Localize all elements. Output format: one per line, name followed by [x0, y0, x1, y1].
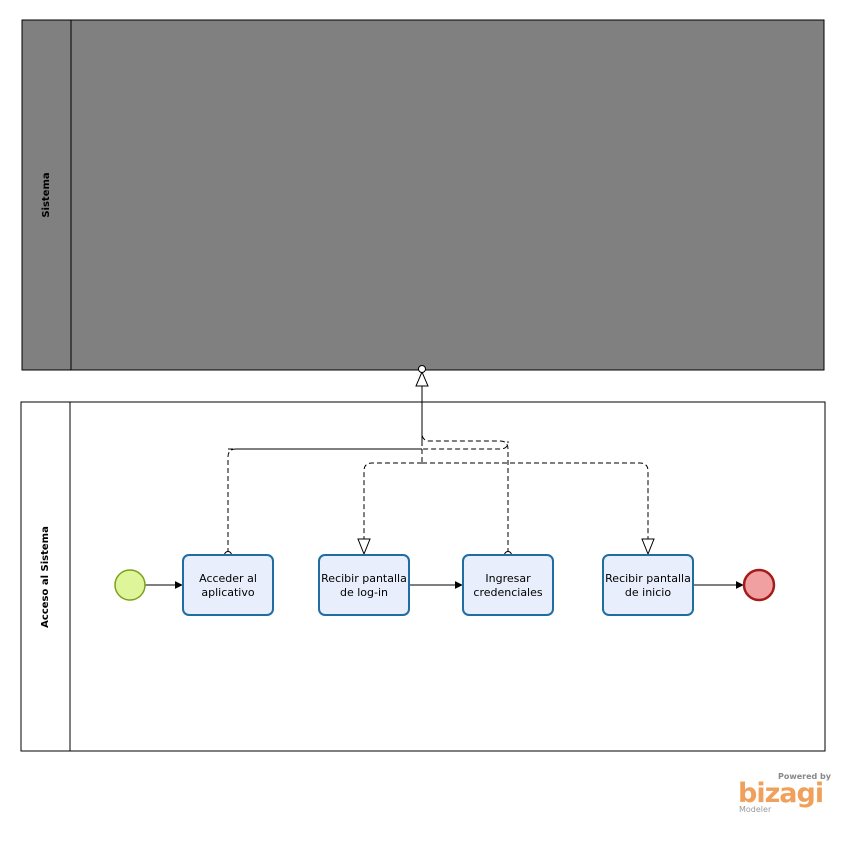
bizagi-logo: bizagi: [738, 778, 824, 809]
task-inicio-line1: Recibir pantalla: [605, 572, 691, 585]
task-login-line2: de log-in: [340, 586, 388, 599]
pool-sistema[interactable]: Sistema: [21, 19, 825, 371]
task-acceder-line1: Acceder al: [199, 572, 257, 585]
message-flows: [227, 432, 649, 553]
message-arrowhead-login: [357, 538, 371, 556]
message-flow-arrowhead-up: [415, 370, 429, 387]
task-inicio-line2: de inicio: [625, 586, 671, 599]
message-flow-ingresar: [421, 432, 509, 553]
bizagi-branding: Powered by bizagi Modeler: [738, 772, 831, 816]
task-ingresar-credenciales[interactable]: Ingresar credenciales: [462, 554, 554, 616]
pool-sistema-label: Sistema: [41, 172, 52, 217]
task-recibir-pantalla-inicio[interactable]: Recibir pantalla de inicio: [602, 554, 694, 616]
start-event[interactable]: [114, 569, 146, 601]
task-login-line1: Recibir pantalla: [321, 572, 407, 585]
message-arrowhead-inicio: [641, 538, 655, 556]
message-flow-acceder: [227, 441, 509, 553]
task-recibir-pantalla-login[interactable]: Recibir pantalla de log-in: [318, 554, 410, 616]
end-event[interactable]: [742, 568, 776, 602]
brand-powered-text: Powered by: [778, 772, 831, 781]
brand-product-text: Modeler: [739, 805, 772, 814]
task-acceder-line2: aplicativo: [201, 586, 255, 599]
message-flow-login: [363, 462, 422, 540]
task-ingresar-line1: Ingresar: [485, 572, 531, 585]
task-acceder-al-aplicativo[interactable]: Acceder al aplicativo: [182, 554, 274, 616]
message-flow-inicio: [422, 462, 649, 540]
pool-acceso-label: Acceso al Sistema: [40, 526, 51, 628]
message-flow-origin-top: [418, 365, 426, 373]
task-ingresar-line2: credenciales: [473, 586, 542, 599]
